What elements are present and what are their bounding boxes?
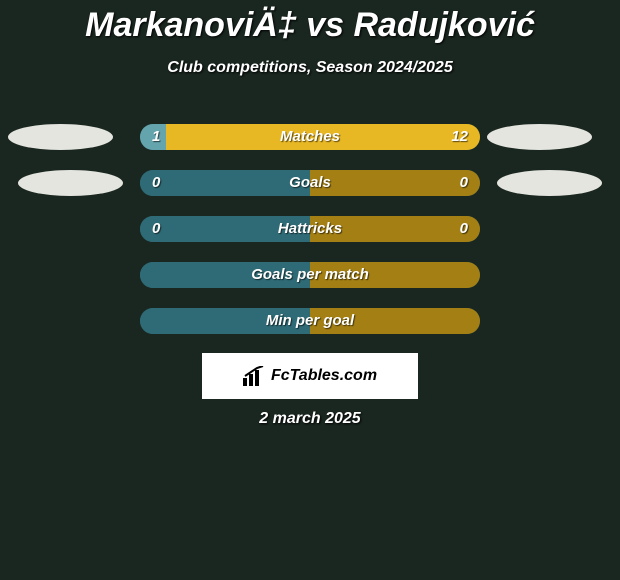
stat-bar	[140, 170, 480, 196]
stat-value-left: 1	[152, 124, 160, 150]
stat-row: Goals per match	[0, 262, 620, 288]
stat-bar-right-fill	[310, 262, 480, 288]
stat-bar-right-fill	[310, 308, 480, 334]
stat-row: Hattricks00	[0, 216, 620, 242]
stat-bar-right-fill	[166, 124, 480, 150]
stat-value-left: 0	[152, 170, 160, 196]
stat-bar-right-fill	[310, 216, 480, 242]
date-text: 2 march 2025	[0, 410, 620, 428]
logo-text: FcTables.com	[271, 367, 377, 385]
stat-value-right: 12	[451, 124, 468, 150]
stat-bar-right-fill	[310, 170, 480, 196]
comparison-infographic: MarkanoviÄ‡ vs Radujković Club competiti…	[0, 0, 620, 580]
stat-row: Min per goal	[0, 308, 620, 334]
stat-bar	[140, 216, 480, 242]
stat-value-right: 0	[460, 216, 468, 242]
stat-row: Goals00	[0, 170, 620, 196]
chart-icon	[243, 366, 265, 386]
player-right-marker	[497, 170, 602, 196]
stat-bar-left-fill	[140, 216, 310, 242]
logo-box: FcTables.com	[202, 353, 418, 399]
stat-bar	[140, 308, 480, 334]
player-right-marker	[487, 124, 592, 150]
stat-row: Matches112	[0, 124, 620, 150]
page-title: MarkanoviÄ‡ vs Radujković	[0, 0, 620, 45]
stat-value-left: 0	[152, 216, 160, 242]
player-left-marker	[8, 124, 113, 150]
stat-bar-left-fill	[140, 308, 310, 334]
stat-value-right: 0	[460, 170, 468, 196]
player-left-marker	[18, 170, 123, 196]
stat-bar-left-fill	[140, 170, 310, 196]
stat-bar	[140, 124, 480, 150]
stat-bar-left-fill	[140, 262, 310, 288]
subtitle: Club competitions, Season 2024/2025	[0, 59, 620, 77]
stat-bar	[140, 262, 480, 288]
